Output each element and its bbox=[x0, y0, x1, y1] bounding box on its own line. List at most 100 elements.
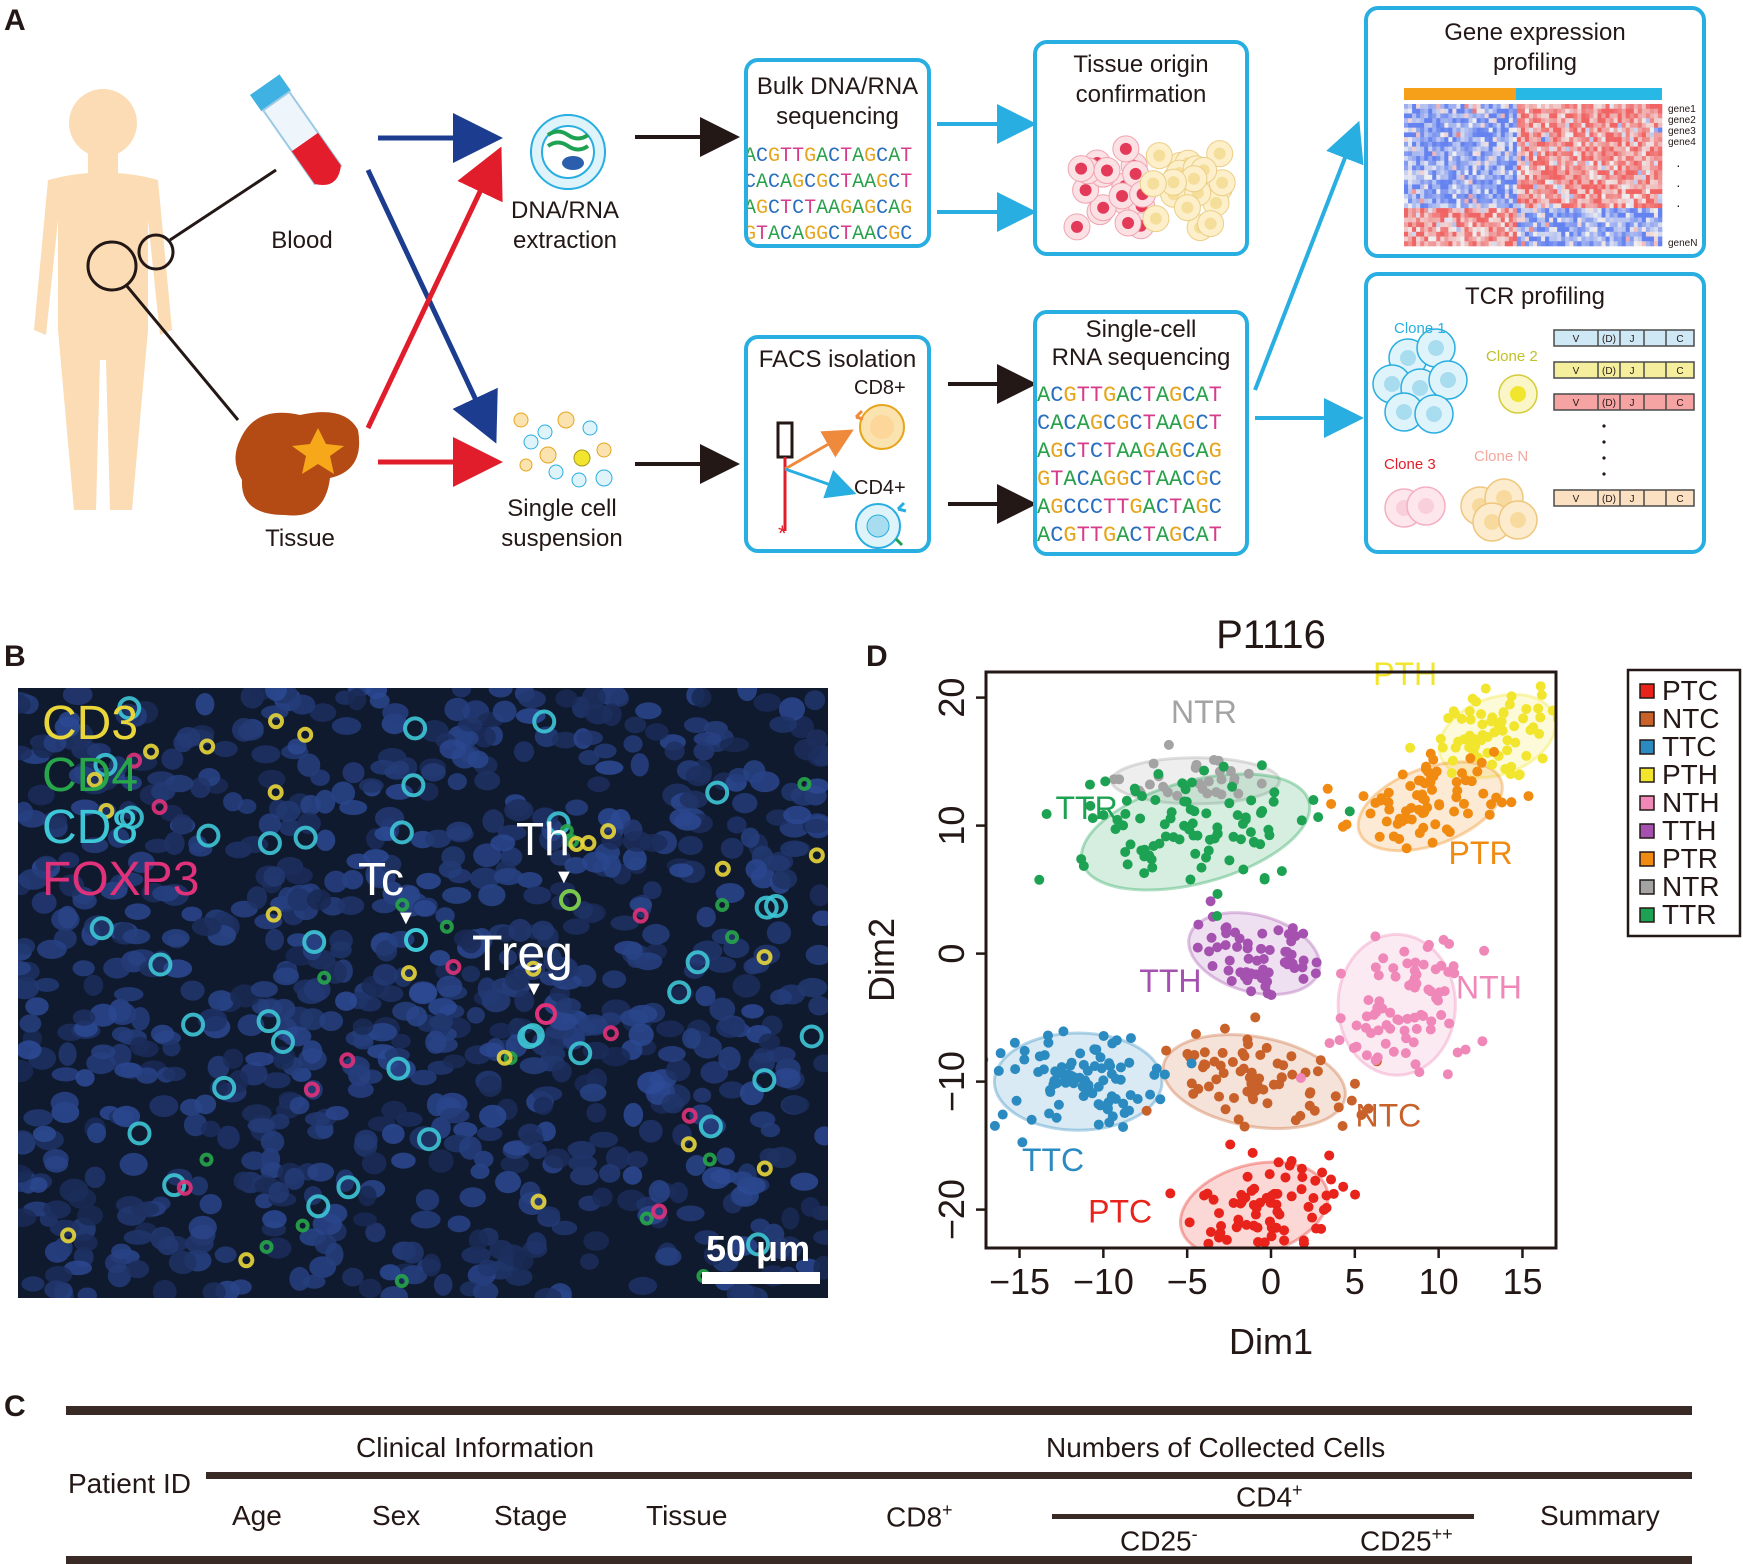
scatter-point bbox=[1201, 808, 1212, 819]
tcr-segment-label: C bbox=[1676, 334, 1683, 345]
scatter-point bbox=[1479, 945, 1490, 956]
scatter-point bbox=[1261, 1042, 1272, 1053]
scatter-point bbox=[1363, 995, 1374, 1006]
sequence-line: ACGTTGACTAGCAT bbox=[1037, 523, 1222, 548]
scatter-point bbox=[1026, 1114, 1037, 1125]
scatter-point bbox=[1238, 1063, 1249, 1074]
scatter-point bbox=[1212, 888, 1223, 899]
cluster-label: NTH bbox=[1456, 969, 1522, 1005]
scatter-point bbox=[1282, 959, 1293, 970]
x-tick-label: −15 bbox=[989, 1261, 1050, 1302]
legend-label: NTC bbox=[1662, 703, 1720, 734]
panel-a-graphics bbox=[34, 74, 1364, 524]
scatter-point bbox=[1141, 1105, 1152, 1116]
scatter-point bbox=[1201, 852, 1212, 863]
scatter-point bbox=[1136, 845, 1147, 856]
cd25p-text: CD25 bbox=[1360, 1525, 1432, 1557]
scatter-point bbox=[1246, 986, 1257, 997]
scatter-point bbox=[1258, 1084, 1269, 1095]
scatter-point bbox=[1498, 707, 1509, 718]
scatter-point bbox=[1154, 838, 1165, 849]
x-tick-label: 0 bbox=[1261, 1261, 1281, 1302]
scatter-point bbox=[1487, 759, 1498, 770]
tcr-segment-label: (D) bbox=[1602, 334, 1616, 345]
scatter-point bbox=[1390, 971, 1401, 982]
legend-swatch bbox=[1639, 767, 1655, 783]
scatter-point bbox=[1120, 808, 1131, 819]
clone-3-label: Clone 3 bbox=[1384, 456, 1436, 473]
scatter-point bbox=[1315, 1055, 1326, 1066]
scatter-point bbox=[1444, 827, 1455, 838]
legend-label: TTH bbox=[1662, 815, 1716, 846]
legend-label: PTH bbox=[1662, 759, 1718, 790]
scatter-point bbox=[1273, 925, 1284, 936]
legend-swatch bbox=[1639, 683, 1655, 699]
scatter-point bbox=[1478, 788, 1489, 799]
y-axis-label: Dim2 bbox=[861, 918, 902, 1002]
cd8-sup: + bbox=[942, 1500, 953, 1520]
scatter-point bbox=[1370, 1055, 1381, 1066]
scatter-point bbox=[1410, 957, 1421, 968]
scatter-point bbox=[1184, 1217, 1195, 1228]
scatter-point bbox=[1297, 1172, 1308, 1183]
scatter-point bbox=[1324, 1038, 1335, 1049]
scatter-point bbox=[1083, 1080, 1094, 1091]
scatter-point bbox=[1518, 713, 1529, 724]
scatter-point bbox=[1204, 834, 1215, 845]
scatter-point bbox=[1051, 1112, 1062, 1123]
scatter-point bbox=[1225, 1139, 1236, 1150]
scatter-point bbox=[1491, 792, 1502, 803]
scatter-point bbox=[1460, 1044, 1471, 1055]
scatter-point bbox=[1246, 1067, 1257, 1078]
scatter-point bbox=[1350, 1189, 1361, 1200]
scatter-point bbox=[1194, 778, 1205, 789]
scatter-point bbox=[1208, 754, 1219, 765]
scatter-point bbox=[1205, 1227, 1216, 1238]
scatter-point bbox=[1257, 806, 1268, 817]
scatter-point bbox=[1034, 1051, 1045, 1062]
scatter-point bbox=[1093, 1081, 1104, 1092]
scatter-point bbox=[1266, 1231, 1277, 1242]
scatter-point bbox=[1223, 965, 1234, 976]
svg-text:·: · bbox=[1676, 177, 1681, 193]
scatter-point bbox=[1044, 1108, 1055, 1119]
scatter-point bbox=[1446, 768, 1457, 779]
scatter-point bbox=[1281, 946, 1292, 957]
scatter-point bbox=[1245, 827, 1256, 838]
scatter-point bbox=[1228, 831, 1239, 842]
scatter-point bbox=[1084, 779, 1095, 790]
scatter-point bbox=[1212, 828, 1223, 839]
sequence-line: AGCCCTTGACTAGC bbox=[1037, 495, 1222, 520]
scatter-point bbox=[1298, 928, 1309, 939]
scatter-point bbox=[1378, 953, 1389, 964]
scatter-point bbox=[1337, 821, 1348, 832]
scatter-point bbox=[1525, 725, 1536, 736]
scatter-point bbox=[1048, 1079, 1059, 1090]
scatter-point bbox=[1405, 742, 1416, 753]
scatter-point bbox=[1459, 734, 1470, 745]
x-tick-label: 10 bbox=[1419, 1261, 1459, 1302]
scatter-point bbox=[1076, 854, 1087, 865]
scatter-point bbox=[1060, 1076, 1071, 1087]
scatter-point bbox=[1246, 1078, 1257, 1089]
scatter-point bbox=[1110, 824, 1121, 835]
scatter-point bbox=[1575, 681, 1585, 691]
scatter-point bbox=[1239, 1121, 1250, 1132]
suspension-label: Single cell suspension bbox=[477, 494, 647, 554]
scatter-point bbox=[1552, 714, 1556, 724]
panel-d-letter: D bbox=[866, 640, 888, 673]
scatter-point bbox=[1388, 963, 1399, 974]
scatter-point bbox=[1296, 1163, 1307, 1174]
gene-title-line1: Gene expression bbox=[1444, 19, 1626, 46]
scatter-point bbox=[1251, 1202, 1262, 1213]
scatter-point bbox=[1203, 776, 1214, 787]
scatter-point bbox=[1385, 1007, 1396, 1018]
th-label: Th bbox=[516, 813, 570, 865]
scatter-point bbox=[1066, 1057, 1077, 1068]
scatter-point bbox=[1401, 813, 1412, 824]
scatter-point bbox=[1010, 1064, 1021, 1075]
scatter-point bbox=[1244, 1250, 1254, 1260]
scatter-point bbox=[1034, 874, 1045, 885]
scatter-point bbox=[1132, 1094, 1143, 1105]
scatter-point bbox=[1535, 681, 1546, 692]
